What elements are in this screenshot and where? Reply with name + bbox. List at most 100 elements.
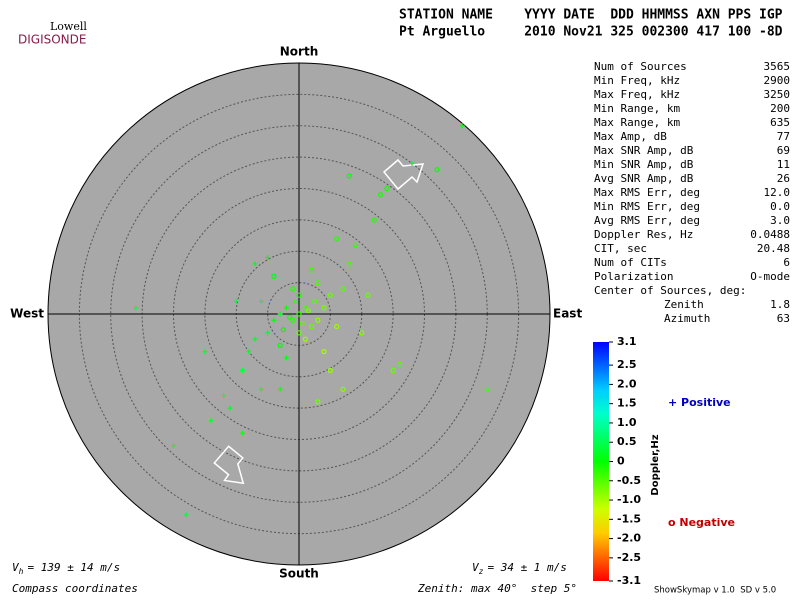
source-circle [340,386,346,392]
stat-label: Min Freq, kHz [594,74,680,87]
velocity-h: Vh = 139 ± 14 m/s [12,561,120,576]
version: ShowSkymap v 1.0 SD v 5.0 [654,586,776,596]
colorbar-tick-label: 3.1 [617,335,637,348]
stat-label: Max Range, km [594,116,680,129]
source-circle [277,342,283,348]
source-plus [202,349,208,355]
stat-label: Num of CITs [594,256,667,269]
stat-label: Max Amp, dB [594,130,667,143]
source-circle [296,311,302,317]
stat-value: 3250 [764,88,791,101]
stat-value: 0.0488 [750,228,790,241]
source-circle [327,367,333,374]
stat-value: 2900 [764,74,791,87]
source-circle [299,320,305,327]
logo-bottom: DIGISONDE [18,33,86,47]
colorbar-tick-label: -2.0 [617,532,641,545]
colorbar-tick-label: -1.5 [617,512,641,525]
velocity-z: Vz = 34 ± 1 m/s [472,561,567,576]
stat-label: Max RMS Err, deg [594,186,700,199]
source-plus [459,123,465,129]
source-plus [252,261,258,267]
stat-value: 6 [783,256,790,269]
stat-label: Min Range, km [594,102,680,115]
source-circle [334,323,340,330]
source-plus [183,512,189,518]
legend-positive: + Positive [668,396,731,409]
stat-value: 0.0 [770,200,790,213]
source-circle [321,349,327,355]
source-plus [221,393,227,399]
compass-label: South [279,567,319,581]
stat-value: 200 [770,102,790,115]
stat-label: Avg SNR Amp, dB [594,172,694,185]
center-label: Center of Sources, deg: [594,284,746,297]
stat-value: 3.0 [770,214,790,227]
v-symbol: V [472,561,480,574]
stat-value: O-mode [750,270,790,283]
stat-value: 11 [777,158,790,171]
stat-value: 69 [777,144,790,157]
colorbar-tick-label: 1.5 [617,397,637,410]
source-plus [252,336,258,342]
colorbar-tick-label: 2.0 [617,377,637,390]
source-circle [377,192,384,198]
source-circle [390,367,396,374]
arrow [382,158,425,191]
source-plus [265,330,271,336]
source-plus [283,305,289,311]
stat-label: Min SNR Amp, dB [594,158,694,171]
source-circle [290,286,296,292]
source-plus [271,317,277,323]
source-circle [308,323,315,330]
source-plus [409,160,415,166]
source-circle [312,298,318,305]
source-plus [246,349,252,355]
stat-value: 635 [770,116,790,129]
source-circle [321,305,327,311]
source-circle [296,330,302,336]
v-sub: h [19,567,24,576]
source-plus [208,418,214,424]
center-row-value: 1.8 [770,298,790,311]
source-circle [305,308,312,314]
stat-value: 3565 [764,60,791,73]
compass-label: East [553,307,582,321]
stat-value: 20.48 [757,242,790,255]
center-row-value: 63 [777,312,790,325]
stat-label: Avg RMS Err, deg [594,214,700,227]
arrow [213,445,245,485]
v-text: = 139 ± 14 m/s [27,561,120,574]
source-plus [240,430,246,436]
colorbar-tick-label: 2.5 [617,358,637,371]
legend-negative: o Negative [668,516,735,529]
source-plus [171,443,176,449]
stat-label: Max SNR Amp, dB [594,144,694,157]
source-circle [315,317,321,323]
header-row: Pt Arguello 2010 Nov21 325 002300 417 10… [399,25,783,40]
source-plus [283,355,289,361]
center-row-label: Azimuth [664,312,710,325]
source-circle [286,314,293,320]
logo-top: Lowell [50,20,87,33]
source-circle [434,167,440,173]
source-circle [334,236,340,242]
source-circle [327,292,333,298]
source-plus [240,367,246,373]
source-circle [280,327,286,333]
source-circle [484,386,490,392]
colorbar-label: Doppler,Hz [650,434,661,495]
stat-label: CIT, sec [594,242,647,255]
source-circle [346,261,352,267]
zenith-note: Zenith: max 40° step 5° [417,582,577,595]
source-plus [277,311,283,317]
header-row: STATION NAME YYYY DATE DDD HHMMSS AXN PP… [399,8,783,23]
colorbar [593,342,609,581]
source-circle [346,173,352,179]
stat-label: Doppler Res, Hz [594,228,693,241]
colorbar-tick-label: -2.5 [617,551,641,564]
v-symbol: V [12,561,20,574]
source-plus [258,386,264,392]
coords-note: Compass coordinates [12,582,138,595]
